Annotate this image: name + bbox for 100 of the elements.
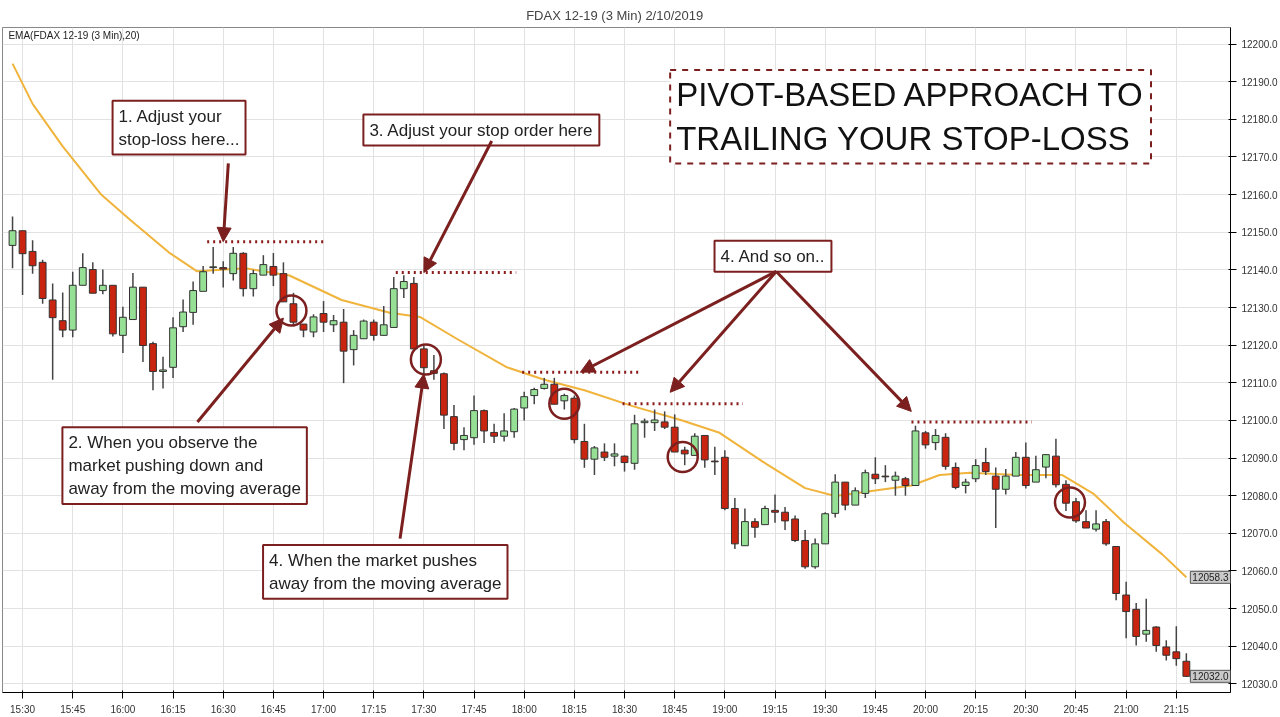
y-tick-label: 12090.0	[1241, 453, 1279, 465]
y-tick-label: 12120.0	[1241, 340, 1279, 352]
annotation: 4. When the market pushes away from the moving average	[269, 550, 502, 593]
point	[409, 343, 443, 376]
candlestick	[98, 268, 107, 296]
candlestick	[179, 298, 187, 333]
candlestick	[981, 447, 990, 476]
y-tick-label: 12190.0	[1241, 76, 1279, 88]
candlestick	[58, 291, 67, 338]
candlestick	[369, 318, 378, 342]
candlestick	[971, 458, 980, 483]
candlestick	[18, 229, 27, 296]
annotation: 4. And so on..	[720, 246, 825, 266]
annotation: 2. When you observe the market pushing down and away from the moving average	[68, 433, 301, 498]
y-tick-label: 12130.0	[1241, 302, 1279, 314]
x-tick-label: 16:00	[110, 703, 136, 715]
candlestick	[1041, 453, 1050, 480]
annotation: 12032.0	[1192, 671, 1229, 683]
x-tick-label: 16:45	[260, 703, 287, 715]
candlestick	[891, 470, 900, 497]
candlestick	[118, 306, 127, 354]
candlestick	[771, 493, 779, 524]
point	[275, 294, 308, 327]
candlestick	[580, 423, 589, 469]
y-tick-label: 12050.0	[1241, 603, 1279, 615]
x-tick-label: 20:45	[1063, 703, 1089, 715]
y-tick-label: 12040.0	[1241, 641, 1279, 653]
chart-title: FDAX 12-19 (3 Min) 2/10/2019	[526, 7, 704, 23]
y-tick-label: 12150.0	[1241, 227, 1279, 239]
y-tick-label: 12100.0	[1241, 415, 1279, 427]
candlestick	[189, 280, 198, 326]
candlestick	[781, 506, 789, 531]
candlestick	[159, 356, 167, 390]
y-tick-label: 12030.0	[1241, 678, 1279, 690]
x-tick-label: 20:00	[912, 703, 939, 715]
candlestick	[480, 408, 488, 444]
x-tick-label: 17:15	[361, 703, 387, 715]
candlestick	[209, 246, 218, 275]
x-tick-label: 18:30	[612, 703, 638, 715]
x-tick-label: 16:30	[210, 703, 237, 715]
y-tick-label: 12180.0	[1241, 114, 1279, 126]
candlestick	[399, 274, 408, 299]
candlestick	[229, 246, 238, 282]
candlestick	[520, 391, 529, 422]
candlestick	[48, 282, 57, 381]
x-tick-label: 20:15	[963, 703, 989, 715]
candlestick	[8, 215, 17, 270]
candlestick	[1142, 598, 1151, 643]
candlestick	[500, 412, 509, 443]
candlestick	[841, 481, 850, 512]
x-tick-label: 15:45	[60, 703, 86, 715]
line-series	[11, 62, 1188, 579]
candlestick	[1102, 518, 1111, 547]
candlestick	[871, 456, 880, 485]
y-tick-label: 12080.0	[1241, 490, 1279, 502]
y-tick-label: 12070.0	[1241, 528, 1279, 540]
x-tick-label: 20:30	[1013, 703, 1039, 715]
candlestick	[88, 261, 97, 294]
candlestick	[199, 265, 208, 293]
x-tick-label: 18:15	[561, 703, 588, 715]
point	[1053, 486, 1087, 519]
candlestick	[791, 514, 799, 543]
candlestick	[650, 408, 659, 432]
y-tick-label: 12140.0	[1241, 264, 1279, 276]
candlestick	[1172, 625, 1181, 667]
y-tick-label: 12200.0	[1241, 39, 1279, 51]
x-tick-label: 19:00	[712, 703, 738, 715]
x-tick-label: 19:30	[812, 703, 839, 715]
candlestick	[510, 407, 519, 439]
annotation: PIVOT-BASED APPROACH TO TRAILING YOUR STOP-LOSS	[676, 76, 1143, 158]
y-tick-label: 12110.0	[1241, 377, 1278, 389]
candlestick	[219, 260, 228, 289]
candlestick	[28, 239, 37, 275]
candlestick	[1001, 468, 1010, 496]
annotation: 3. Adjust your stop order here	[369, 120, 593, 140]
x-tick-label: 15:30	[10, 703, 36, 715]
x-tick-label: 19:15	[762, 703, 788, 715]
y-tick-label: 12170.0	[1241, 151, 1279, 163]
candlestick	[1011, 451, 1020, 477]
annotation: 1. Adjust your stop-loss here...	[118, 106, 240, 149]
x-tick-label: 18:45	[662, 703, 688, 715]
candlestick	[710, 446, 719, 476]
candlestick	[419, 345, 428, 375]
candlestick	[78, 252, 87, 287]
x-tick-label: 17:30	[411, 703, 437, 715]
y-tick-label: 12160.0	[1241, 189, 1279, 201]
candlestick	[1122, 581, 1131, 640]
candlestick	[490, 423, 499, 444]
candlestick	[269, 252, 278, 287]
x-tick-label: 17:00	[311, 703, 337, 715]
x-tick-label: 17:45	[461, 703, 487, 715]
candlestick	[951, 461, 960, 491]
x-tick-label: 21:00	[1113, 703, 1140, 715]
point	[666, 440, 699, 474]
candlestick	[460, 426, 468, 451]
x-tick-label: 19:45	[862, 703, 889, 715]
candlestick	[811, 537, 820, 570]
y-tick-label: 12060.0	[1241, 565, 1279, 577]
candlestick	[1092, 509, 1100, 533]
candlestick	[1162, 639, 1171, 662]
